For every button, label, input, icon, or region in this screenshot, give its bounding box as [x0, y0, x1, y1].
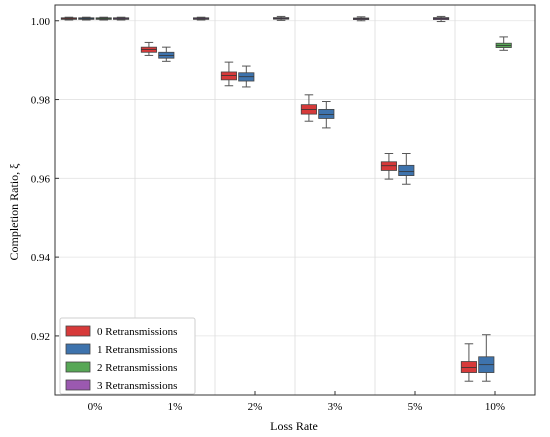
box-0-retx-10% [460, 343, 477, 382]
y-tick-label: 0.96 [31, 173, 51, 185]
x-tick-label: 3% [328, 401, 343, 413]
legend-swatch [65, 361, 91, 373]
legend-label: 1 Retransmissions [97, 344, 177, 356]
y-tick-label: 0.92 [31, 331, 50, 343]
x-axis-ticks: 0% 1% 2% 3% 5% 10% [88, 391, 505, 413]
legend-label: 3 Retransmissions [97, 380, 177, 392]
x-tick-label: 10% [485, 401, 505, 413]
box-1-retx-1% [158, 46, 175, 62]
box-body [318, 108, 335, 119]
legend-swatch [65, 325, 91, 337]
x-tick-label: 1% [168, 401, 183, 413]
legend: 0 Retransmissions 1 Retransmissions 2 Retr… [59, 317, 196, 395]
box-1-retx-2% [238, 65, 255, 88]
box-3-retx-0% [113, 16, 130, 21]
plot-frame [54, 4, 536, 396]
y-tick-label: 0.94 [31, 252, 51, 264]
grid-layer [55, 5, 535, 395]
legend-box [59, 317, 196, 395]
y-tick-label: 0.98 [31, 95, 51, 107]
y-tick-label: 1.00 [31, 16, 51, 28]
box-body [398, 164, 415, 176]
box-0-retx-5% [380, 153, 397, 180]
box-3-retx-1% [193, 16, 210, 21]
box-1-retx-10% [478, 334, 495, 382]
box-layer [60, 15, 512, 382]
box-1-retx-0% [78, 16, 95, 21]
legend-swatch [65, 343, 91, 355]
x-tick-label: 0% [88, 401, 103, 413]
box-1-retx-3% [318, 101, 335, 129]
y-axis-ticks: 0.92 0.94 0.96 0.98 1.00 [31, 16, 59, 343]
box-1-retx-5% [398, 153, 415, 185]
y-axis-title: Completion Ratio, ξ [7, 163, 21, 261]
box-0-retx-2% [220, 61, 237, 87]
box-0-retx-3% [300, 94, 317, 122]
box-3-retx-2% [273, 15, 290, 21]
box-2-retx-10% [495, 36, 512, 51]
x-axis-title: Loss Rate [270, 419, 318, 433]
box-3-retx-3% [353, 16, 370, 22]
x-tick-label: 2% [248, 401, 263, 413]
box-0-retx-0% [60, 16, 77, 21]
x-tick-label: 5% [408, 401, 423, 413]
legend-label: 0 Retransmissions [97, 326, 177, 338]
legend-label: 2 Retransmissions [97, 362, 177, 374]
box-2-retx-0% [95, 16, 112, 21]
legend-swatch [65, 379, 91, 391]
box-0-retx-1% [140, 41, 157, 56]
box-3-retx-5% [433, 15, 450, 23]
